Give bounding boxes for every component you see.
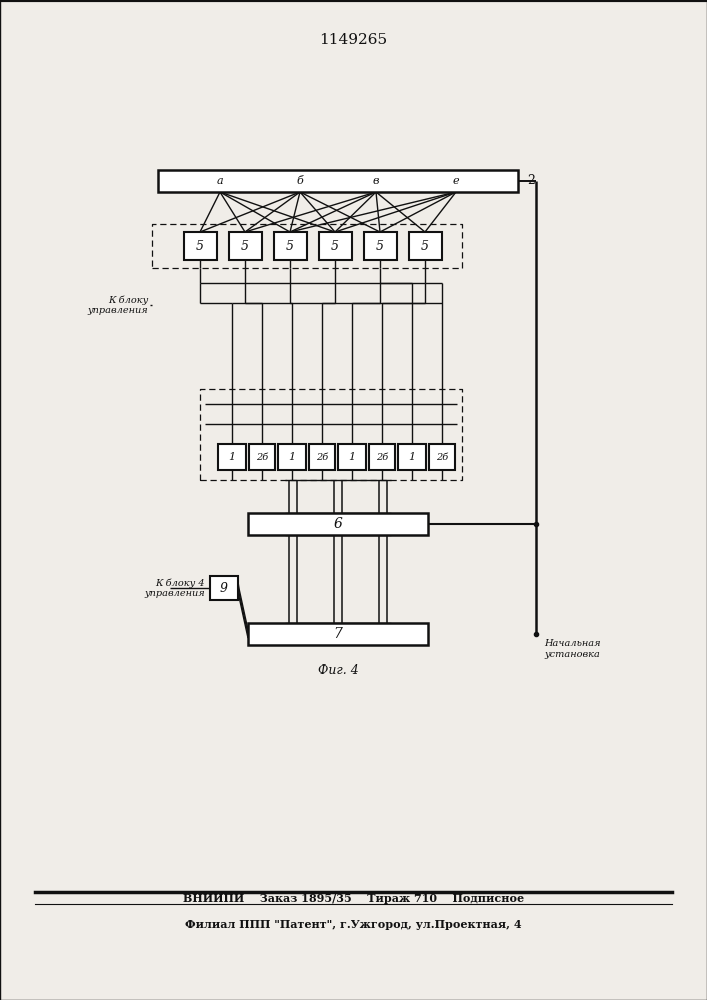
Text: 6: 6 xyxy=(334,517,342,531)
Text: 5: 5 xyxy=(376,239,384,252)
Text: 5: 5 xyxy=(421,239,429,252)
Bar xyxy=(210,576,238,600)
Bar xyxy=(248,513,428,535)
Text: 1: 1 xyxy=(409,452,416,462)
Text: 1: 1 xyxy=(349,452,356,462)
Bar xyxy=(218,444,246,470)
Text: 9: 9 xyxy=(220,582,228,594)
Text: 2б: 2б xyxy=(316,452,328,462)
Text: Начальная
установка: Начальная установка xyxy=(544,639,601,659)
Text: 1149265: 1149265 xyxy=(320,33,387,47)
Bar xyxy=(338,444,366,470)
Bar xyxy=(369,444,395,470)
Text: Фиг. 4: Фиг. 4 xyxy=(317,664,358,676)
Text: б: б xyxy=(297,176,303,186)
Bar xyxy=(318,232,351,260)
Text: 7: 7 xyxy=(334,627,342,641)
Text: 2: 2 xyxy=(527,174,535,188)
Text: Филиал ППП "Патент", г.Ужгород, ул.Проектная, 4: Филиал ППП "Патент", г.Ужгород, ул.Проек… xyxy=(185,920,522,930)
Bar xyxy=(274,232,307,260)
Text: ВНИИПИ    Заказ 1895/35    Тираж 710    Подписное: ВНИИПИ Заказ 1895/35 Тираж 710 Подписное xyxy=(183,892,524,904)
Text: 5: 5 xyxy=(331,239,339,252)
Text: К блоку 4
управления: К блоку 4 управления xyxy=(144,578,205,598)
Bar xyxy=(309,444,335,470)
Text: 2б: 2б xyxy=(256,452,268,462)
Text: 2б: 2б xyxy=(376,452,388,462)
Text: 5: 5 xyxy=(241,239,249,252)
Bar xyxy=(228,232,262,260)
Bar xyxy=(278,444,306,470)
Bar xyxy=(249,444,275,470)
Text: 1: 1 xyxy=(228,452,235,462)
Text: 2б: 2б xyxy=(436,452,448,462)
Text: е: е xyxy=(452,176,460,186)
Bar xyxy=(409,232,441,260)
Bar xyxy=(398,444,426,470)
Text: 1: 1 xyxy=(288,452,296,462)
Bar xyxy=(248,623,428,645)
Text: а: а xyxy=(216,176,223,186)
Bar xyxy=(158,170,518,192)
Bar xyxy=(184,232,216,260)
Text: в: в xyxy=(373,176,379,186)
Text: 5: 5 xyxy=(196,239,204,252)
Bar xyxy=(363,232,397,260)
Text: 5: 5 xyxy=(286,239,294,252)
Bar xyxy=(429,444,455,470)
Text: К блоку
управления: К блоку управления xyxy=(87,295,148,315)
